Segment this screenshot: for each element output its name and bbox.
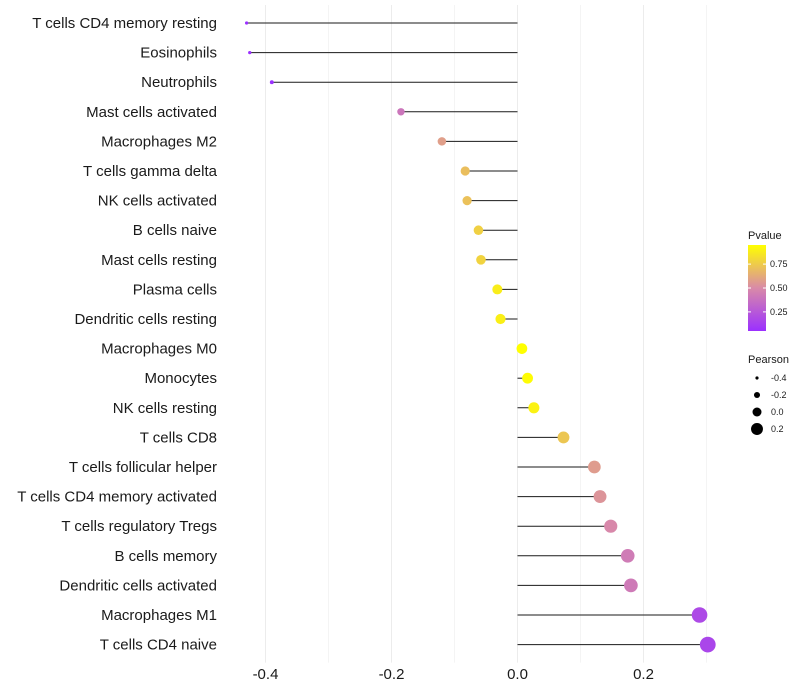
pvalue-legend-label: 0.25 (770, 307, 788, 317)
point-layer (245, 21, 716, 653)
lollipop-point (604, 519, 618, 533)
lollipop-point (437, 137, 447, 146)
y-tick-label: T cells regulatory Tregs (61, 518, 217, 535)
lollipop-point (699, 636, 716, 653)
lollipop-point (269, 80, 274, 85)
x-tick-label: 0.0 (507, 666, 528, 683)
pearson-legend-label: -0.4 (771, 373, 787, 383)
lollipop-point (248, 50, 252, 55)
y-tick-label: Eosinophils (140, 45, 217, 62)
lollipop-point (620, 548, 635, 563)
lollipop-point (624, 578, 638, 593)
stem-layer (246, 22, 708, 646)
pvalue-colorbar (748, 245, 766, 331)
lollipop-point (691, 607, 708, 623)
lollipop-point (462, 195, 472, 206)
y-tick-label: T cells CD4 memory resting (32, 15, 217, 32)
y-tick-label: Dendritic cells activated (59, 577, 217, 594)
y-tick-label: T cells CD8 (140, 429, 217, 446)
lollipop-point (557, 431, 570, 444)
grid-layer (265, 5, 707, 663)
y-tick-label: NK cells resting (113, 400, 217, 417)
pearson-legend-key (752, 407, 762, 417)
lollipop-point (397, 108, 405, 116)
pearson-legend-label: 0.2 (771, 424, 784, 434)
lollipop-point (522, 372, 534, 384)
pearson-legend-key (755, 376, 759, 380)
lollipop-point (516, 343, 528, 354)
y-tick-label: Neutrophils (141, 74, 217, 91)
pearson-legend-label: -0.2 (771, 390, 787, 400)
pvalue-legend-label: 0.75 (770, 259, 788, 269)
x-tick-label: -0.2 (379, 666, 405, 683)
x-axis-ticks: -0.4 -0.2 0.0 0.2 (253, 666, 654, 683)
y-tick-label: T cells follicular helper (69, 459, 217, 476)
y-axis-labels: T cells CD4 memory resting Eosinophils Neu… (17, 15, 217, 654)
lollipop-point (460, 166, 470, 176)
y-tick-label: Macrophages M2 (101, 133, 217, 150)
y-tick-label: Mast cells activated (86, 104, 217, 121)
pearson-legend-title: Pearson (748, 354, 789, 366)
pearson-legend-key (753, 391, 761, 399)
y-tick-label: B cells memory (114, 548, 217, 565)
y-tick-label: Macrophages M0 (101, 341, 217, 358)
pearson-legend-label: 0.0 (771, 407, 784, 417)
y-tick-label: Monocytes (144, 370, 217, 387)
pvalue-legend-label: 0.50 (770, 283, 788, 293)
lollipop-point (473, 225, 484, 235)
x-tick-label: -0.4 (253, 666, 279, 683)
legend: Pvalue 0.75 0.50 0.25 Pearson -0.4 -0.2 0.0 0.2 (748, 230, 789, 435)
y-tick-label: T cells CD4 memory activated (17, 489, 217, 506)
x-tick-label: 0.2 (633, 666, 654, 683)
lollipop-point (492, 284, 503, 295)
y-tick-label: B cells naive (133, 222, 217, 239)
lollipop-point (495, 313, 506, 325)
y-tick-label: Macrophages M1 (101, 607, 217, 624)
pearson-legend-key (751, 423, 763, 435)
y-tick-label: Dendritic cells resting (74, 311, 217, 328)
y-tick-label: T cells gamma delta (83, 163, 218, 180)
lollipop-point (588, 460, 601, 474)
lollipop-point (528, 402, 540, 414)
y-tick-label: Mast cells resting (101, 252, 217, 269)
y-tick-label: NK cells activated (98, 193, 217, 210)
lollipop-point (593, 490, 607, 504)
y-tick-label: Plasma cells (133, 281, 217, 298)
y-tick-label: T cells CD4 naive (100, 637, 217, 654)
lollipop-point (476, 255, 486, 265)
pvalue-legend-title: Pvalue (748, 230, 782, 242)
lollipop-point (245, 21, 249, 25)
